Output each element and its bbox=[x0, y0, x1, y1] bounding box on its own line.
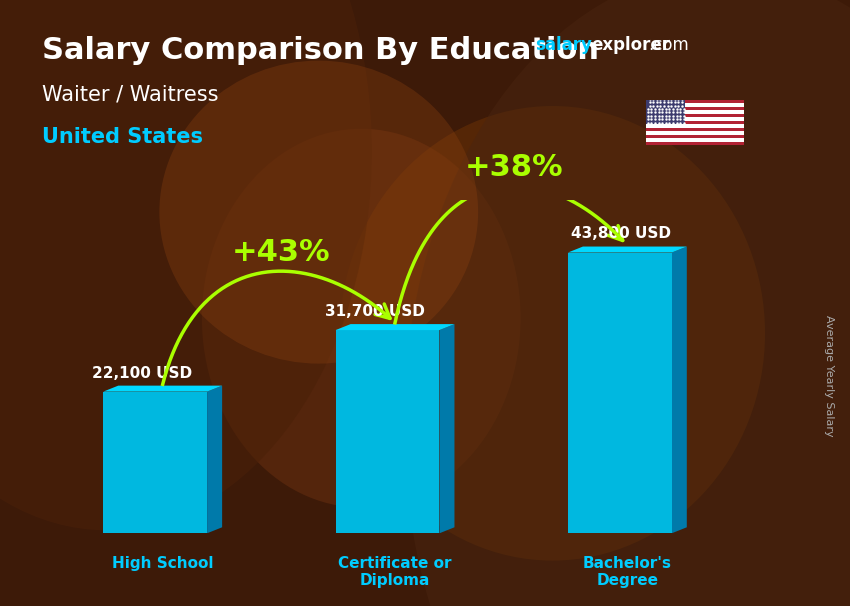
Ellipse shape bbox=[202, 129, 520, 508]
Bar bbox=[646, 100, 685, 124]
Text: 43,800 USD: 43,800 USD bbox=[570, 227, 671, 241]
Bar bbox=[568, 253, 672, 533]
Bar bbox=[646, 121, 744, 124]
Bar bbox=[646, 107, 744, 110]
Text: Average Yearly Salary: Average Yearly Salary bbox=[824, 315, 834, 436]
Text: Certificate or
Diploma: Certificate or Diploma bbox=[338, 556, 451, 588]
Text: .com: .com bbox=[649, 36, 689, 55]
Bar bbox=[646, 142, 744, 145]
Text: explorer: explorer bbox=[591, 36, 670, 55]
Ellipse shape bbox=[340, 106, 765, 561]
Polygon shape bbox=[207, 385, 222, 533]
Polygon shape bbox=[672, 247, 687, 533]
Text: +43%: +43% bbox=[231, 238, 330, 267]
Bar bbox=[103, 391, 207, 533]
Polygon shape bbox=[336, 324, 455, 330]
Bar bbox=[646, 132, 744, 135]
Bar bbox=[646, 135, 744, 138]
Ellipse shape bbox=[159, 61, 478, 364]
Polygon shape bbox=[439, 324, 455, 533]
Bar bbox=[646, 138, 744, 142]
Bar bbox=[336, 330, 439, 533]
Text: 22,100 USD: 22,100 USD bbox=[93, 365, 192, 381]
Ellipse shape bbox=[404, 0, 850, 606]
Text: High School: High School bbox=[112, 556, 213, 571]
Bar bbox=[646, 118, 744, 121]
Text: salary: salary bbox=[536, 36, 592, 55]
Text: 31,700 USD: 31,700 USD bbox=[325, 304, 424, 319]
Bar bbox=[646, 128, 744, 132]
Bar bbox=[646, 110, 744, 114]
Text: Bachelor's
Degree: Bachelor's Degree bbox=[583, 556, 672, 588]
Ellipse shape bbox=[0, 0, 371, 530]
Bar bbox=[646, 100, 744, 104]
Text: Waiter / Waitress: Waiter / Waitress bbox=[42, 85, 219, 105]
Polygon shape bbox=[103, 385, 222, 391]
Text: Salary Comparison By Education: Salary Comparison By Education bbox=[42, 36, 599, 65]
Bar bbox=[646, 104, 744, 107]
Polygon shape bbox=[568, 247, 687, 253]
Text: +38%: +38% bbox=[465, 153, 564, 182]
Text: United States: United States bbox=[42, 127, 203, 147]
Bar bbox=[646, 114, 744, 118]
Bar bbox=[646, 124, 744, 128]
